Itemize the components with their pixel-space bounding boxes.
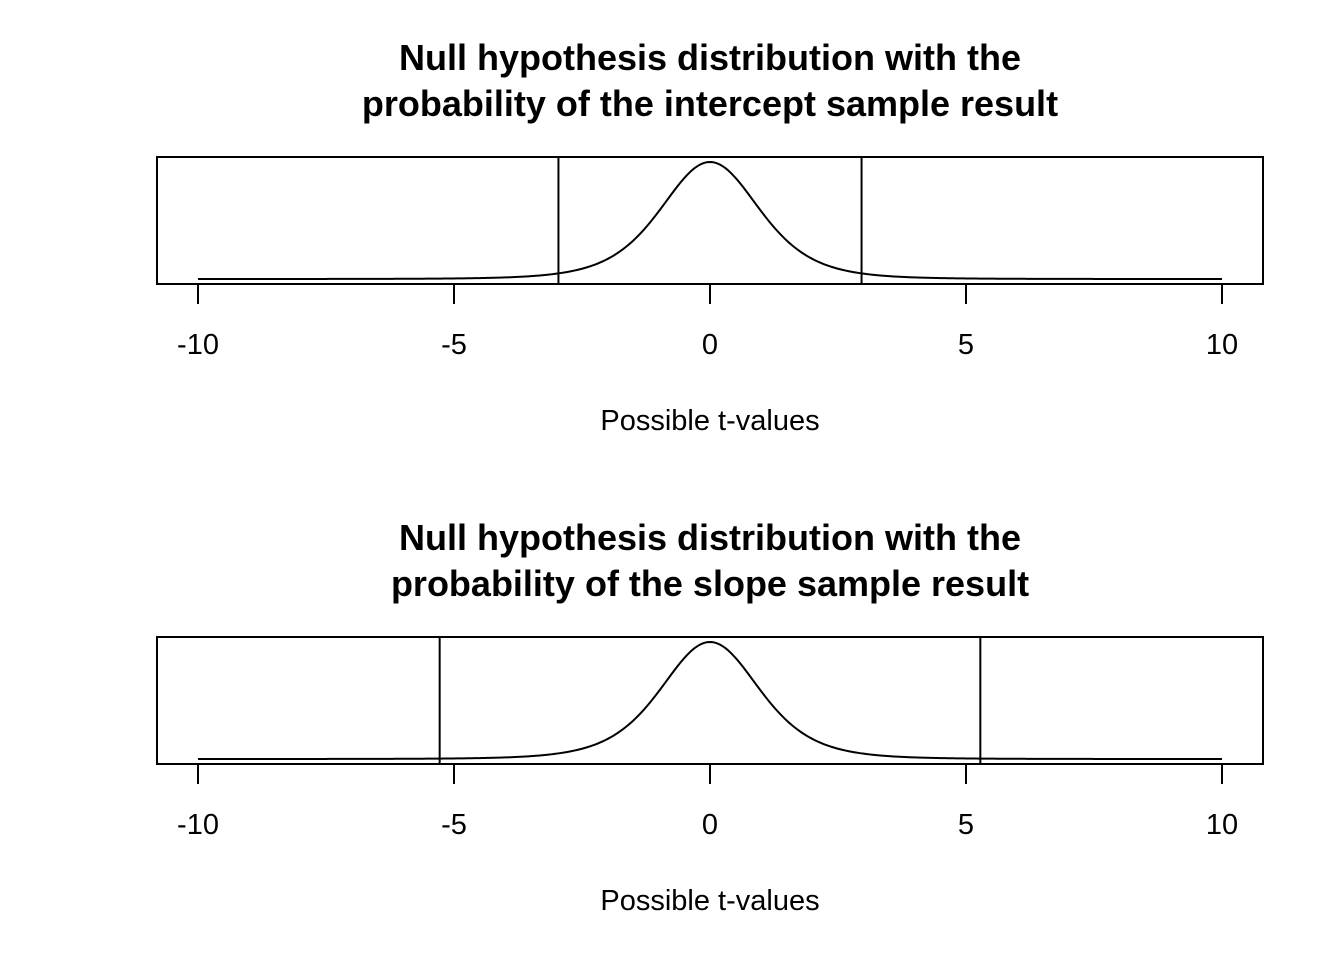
- x-tick-label: 10: [1206, 329, 1238, 361]
- x-axis: -10 -5 0 5 10: [177, 283, 1238, 361]
- x-tick-label: 10: [1206, 809, 1238, 841]
- plot-frame: [156, 156, 1264, 285]
- chart-title-line2: probability of the intercept sample resu…: [362, 83, 1058, 124]
- density-curve: [198, 640, 1222, 760]
- x-tick-label: 5: [958, 329, 974, 361]
- x-tick-label: -10: [177, 809, 219, 841]
- plot-marks: [198, 637, 1222, 764]
- x-axis-label: Possible t-values: [600, 405, 819, 437]
- plot-marks: [198, 157, 1222, 284]
- density-curve: [198, 160, 1222, 280]
- x-tick-label: -10: [177, 329, 219, 361]
- chart-title-line1: Null hypothesis distribution with the: [399, 517, 1021, 558]
- x-axis: -10 -5 0 5 10: [177, 763, 1238, 841]
- chart-title-line2: probability of the slope sample result: [391, 563, 1029, 604]
- x-tick-label: -5: [441, 329, 467, 361]
- x-tick-label: -5: [441, 809, 467, 841]
- x-tick-label: 5: [958, 809, 974, 841]
- x-axis-label: Possible t-values: [600, 885, 819, 917]
- x-tick-label: 0: [702, 809, 718, 841]
- plot-frame: [156, 636, 1264, 765]
- x-tick-label: 0: [702, 329, 718, 361]
- chart-title-line1: Null hypothesis distribution with the: [399, 37, 1021, 78]
- chart-panel-intercept: Null hypothesis distribution with the pr…: [156, 37, 1264, 437]
- chart-panel-slope: Null hypothesis distribution with the pr…: [156, 517, 1264, 917]
